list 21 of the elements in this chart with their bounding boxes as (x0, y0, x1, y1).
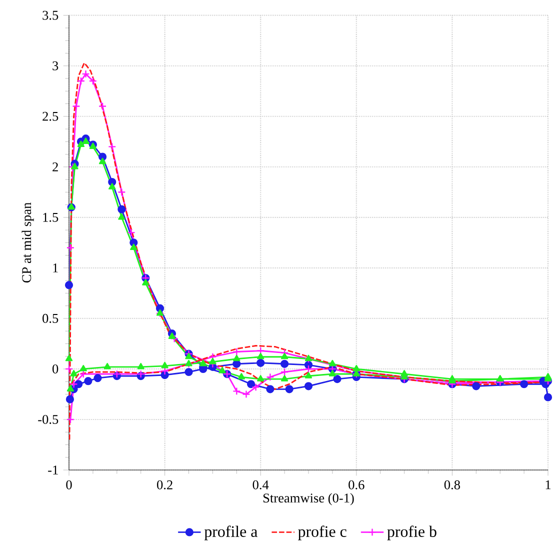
x-tick-label: 0.6 (348, 480, 364, 490)
y-tick-label: 0 (52, 364, 58, 374)
x-tick-label: 0.2 (157, 480, 172, 490)
y-tick-label: 3.5 (42, 10, 58, 20)
y-tick-label: 1.5 (43, 212, 58, 222)
y-tick-label: -0.5 (38, 414, 58, 424)
x-tick-label: 0.8 (444, 480, 460, 490)
y-tick-label: 0.5 (42, 314, 58, 323)
y-tick-label: 3 (52, 61, 58, 70)
x-tick-label: 0.4 (252, 480, 269, 490)
y-tick-label: 2.5 (42, 112, 58, 121)
x-tick-label: 1 (546, 480, 551, 490)
x-axis-title: Streamwise (0-1) (263, 493, 354, 506)
x-tick-label: 0 (66, 480, 72, 490)
legend-label: profie c (298, 526, 346, 540)
legend-label: profile a (204, 526, 258, 540)
y-tick-label: 1 (53, 264, 58, 272)
legend-label: profie b (387, 526, 436, 540)
y-tick-label: -1 (48, 466, 58, 474)
y-axis-title: CP at mid span (22, 202, 34, 283)
y-tick-label: 2 (52, 162, 58, 172)
